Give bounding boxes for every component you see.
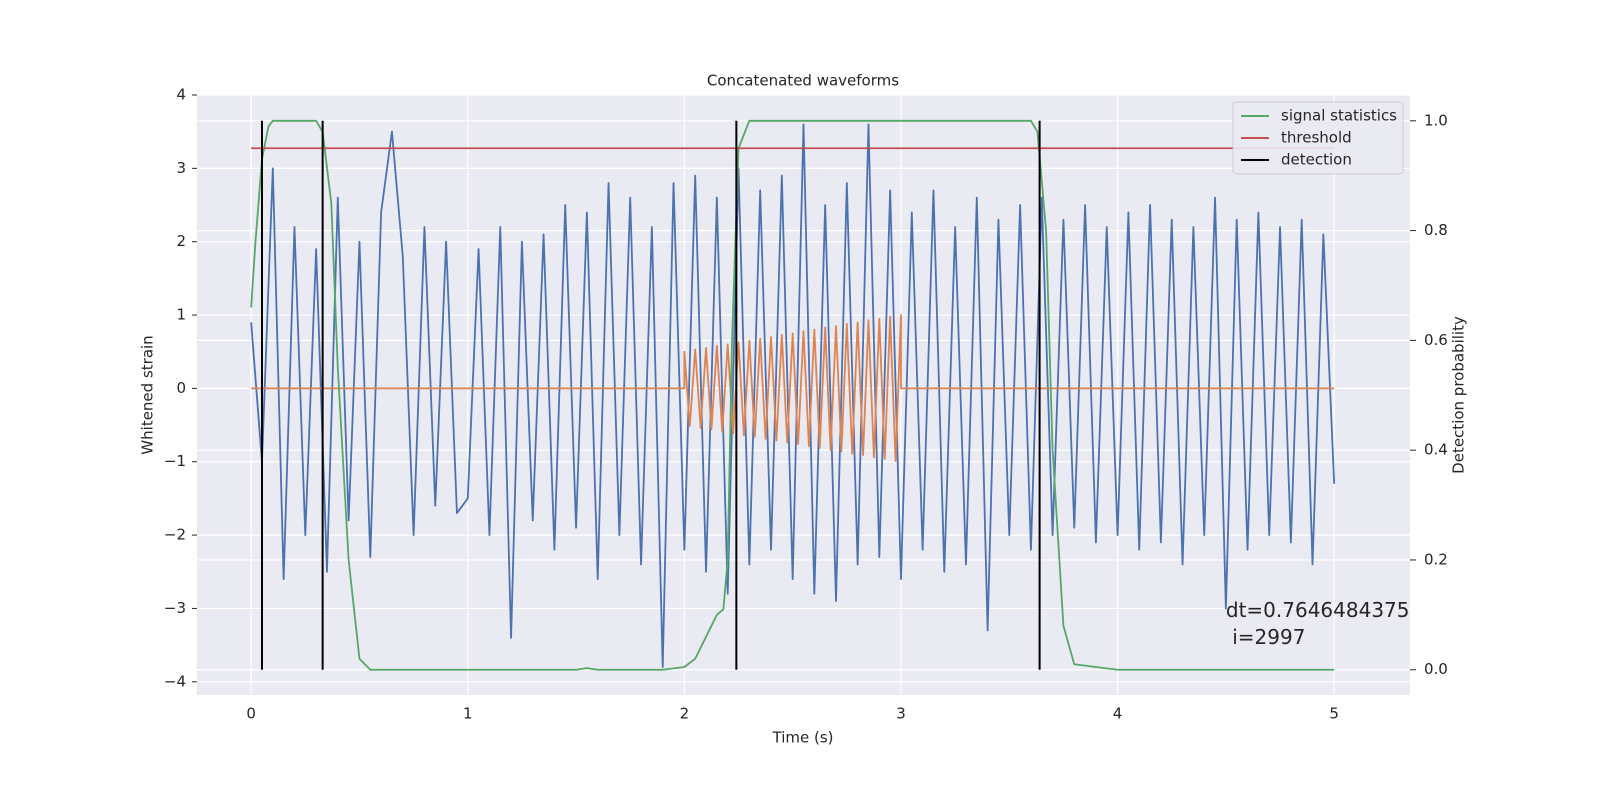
y-tick-label: −3 <box>164 599 186 617</box>
y2-tick-label: 0.0 <box>1424 660 1448 678</box>
y-tick-label: 1 <box>176 306 186 324</box>
y-axis-label: Whitened strain <box>139 335 157 454</box>
y-tick-label: −2 <box>164 526 186 544</box>
y-tick-label: 4 <box>176 86 186 104</box>
legend-label: threshold <box>1281 129 1352 147</box>
y-tick-label: 0 <box>176 379 186 397</box>
chart-title: Concatenated waveforms <box>707 72 899 90</box>
x-tick-label: 2 <box>680 705 690 723</box>
legend-label: detection <box>1281 151 1352 169</box>
series-line <box>250 119 1335 671</box>
x-axis-label: Time (s) <box>772 729 834 747</box>
legend-label: signal statistics <box>1281 107 1397 125</box>
x-tick-label: 5 <box>1329 705 1339 723</box>
y2-axis-label: Detection probability <box>1450 316 1468 474</box>
y2-tick-label: 1.0 <box>1424 111 1448 129</box>
legend-box <box>1232 101 1404 175</box>
y2-tick-label: 0.8 <box>1424 221 1448 239</box>
y-tick-label: −4 <box>164 672 186 690</box>
series-line <box>250 123 1336 669</box>
y-tick-label: −1 <box>164 452 186 470</box>
x-tick-label: 1 <box>463 705 473 723</box>
x-tick-label: 4 <box>1113 705 1123 723</box>
legend: signal statistics threshold detection <box>1232 101 1404 175</box>
y-tick-label: 2 <box>176 232 186 250</box>
y2-tick-label: 0.4 <box>1424 441 1448 459</box>
y-tick-label: 3 <box>176 159 186 177</box>
x-tick-label: 3 <box>896 705 906 723</box>
y2-tick-label: 0.6 <box>1424 331 1448 349</box>
y2-tick-label: 0.2 <box>1424 550 1448 568</box>
annotation: dt=0.7646484375 i=2997 <box>1225 598 1410 650</box>
series-line <box>251 314 1335 462</box>
x-tick-label: 0 <box>246 705 256 723</box>
